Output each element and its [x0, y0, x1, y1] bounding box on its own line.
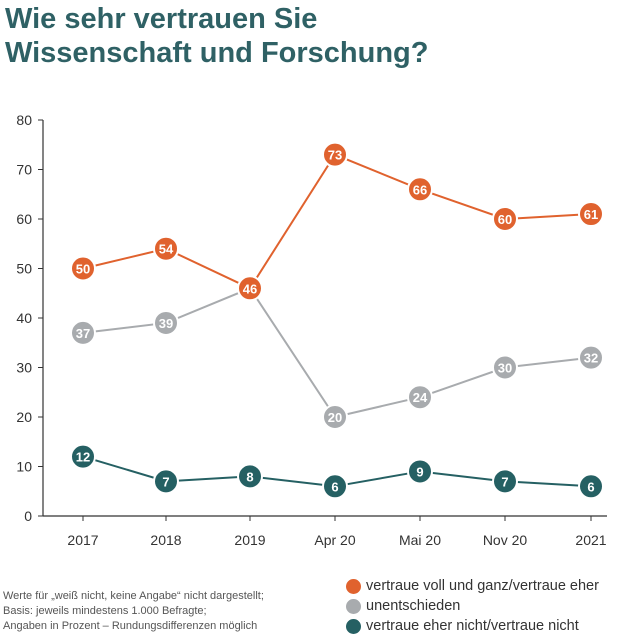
- legend-marker: [346, 578, 361, 594]
- data-point: [407, 176, 433, 203]
- data-point: [407, 384, 433, 411]
- data-point: [153, 309, 179, 336]
- legend-item: vertraue eher nicht/vertraue nicht: [346, 616, 599, 636]
- data-label: 32: [584, 351, 598, 366]
- data-point: [578, 473, 604, 500]
- data-point: [322, 473, 348, 500]
- data-point: [237, 275, 263, 302]
- y-tick-label: 70: [16, 162, 32, 178]
- footnote-line: Werte für „weiß nicht, keine Angabe“ nic…: [3, 590, 264, 602]
- data-label: 24: [413, 390, 428, 405]
- data-label: 7: [501, 474, 508, 489]
- chart-title: Wie sehr vertrauen Sie Wissenschaft und …: [5, 3, 429, 69]
- series: 50 54 46 73 66 60 61: [70, 141, 604, 302]
- x-tick-label: Mai 20: [399, 532, 441, 548]
- data-point: [578, 344, 604, 371]
- series-layer: 127869763739462024303250544673666061: [70, 141, 604, 500]
- data-label: 12: [76, 450, 90, 465]
- x-tick-label: Nov 20: [483, 532, 528, 548]
- data-label: 7: [162, 474, 169, 489]
- data-label: 60: [498, 212, 512, 227]
- data-point: [492, 206, 518, 232]
- data-point: [407, 458, 433, 485]
- legend: vertraue voll und ganz/vertraue eher une…: [346, 576, 599, 636]
- x-tick-label: 2021: [575, 532, 606, 548]
- legend-marker: [346, 598, 361, 614]
- data-label: 50: [76, 262, 90, 277]
- y-tick-label: 10: [16, 459, 32, 475]
- data-point: [70, 443, 96, 470]
- y-tick-label: 40: [16, 310, 32, 326]
- data-point: [70, 319, 96, 346]
- legend-item: unentschieden: [346, 596, 599, 616]
- data-label: 20: [328, 410, 342, 425]
- y-tick-label: 30: [16, 360, 32, 376]
- y-tick-label: 80: [16, 112, 32, 128]
- x-tick-label: 2019: [234, 532, 265, 548]
- data-label: 66: [413, 182, 427, 197]
- data-label: 8: [246, 469, 253, 484]
- x-tick-label: 2017: [67, 532, 98, 548]
- data-point: [578, 201, 604, 228]
- line-chart: 0 10 20 30 40 50 60 70 80 2017 2018 2019 Apr 20 Mai 2…: [16, 112, 607, 548]
- legend-label: vertraue eher nicht/vertraue nicht: [366, 618, 579, 634]
- series-line: [82, 287, 592, 419]
- x-tick-label: Apr 20: [314, 532, 355, 548]
- data-label: 46: [243, 281, 257, 296]
- x-tick-label: 2018: [150, 532, 181, 548]
- data-point: [70, 255, 96, 282]
- footnote: Werte für „weiß nicht, keine Angabe“ nic…: [3, 589, 264, 634]
- data-point: [322, 404, 348, 430]
- series: 37 39 46 20 24 30 32: [70, 275, 604, 430]
- data-point: [492, 468, 518, 495]
- data-label: 37: [76, 326, 90, 341]
- data-label: 9: [416, 464, 423, 479]
- data-point: [153, 468, 179, 495]
- y-tick-label: 20: [16, 409, 32, 425]
- data-label: 39: [159, 316, 173, 331]
- data-label: 30: [498, 361, 512, 376]
- data-point: [237, 463, 263, 490]
- data-label: 61: [584, 207, 598, 222]
- axes: 0 10 20 30 40 50 60 70 80 2017 2018 2019 Apr 20 Mai 2…: [16, 112, 607, 548]
- y-tick-label: 0: [24, 508, 32, 524]
- series: 12 7 8 6 9 7 6: [70, 443, 604, 500]
- data-point: [322, 141, 348, 168]
- data-label: 73: [328, 148, 342, 163]
- legend-marker: [346, 618, 361, 634]
- legend-item: vertraue voll und ganz/vertraue eher: [346, 576, 599, 596]
- data-point: [153, 235, 179, 262]
- data-label: 6: [587, 479, 594, 494]
- legend-label: vertraue voll und ganz/vertraue eher: [366, 578, 599, 594]
- data-label: 54: [159, 242, 174, 257]
- data-point: [492, 354, 518, 381]
- footnote-line: Angaben in Prozent – Rundungsdifferenzen…: [3, 620, 258, 632]
- y-tick-label: 50: [16, 261, 32, 277]
- y-tick-label: 60: [16, 211, 32, 227]
- footnote-line: Basis: jeweils mindestens 1.000 Befragte…: [3, 605, 207, 617]
- legend-label: unentschieden: [366, 598, 461, 614]
- data-label: 6: [331, 479, 338, 494]
